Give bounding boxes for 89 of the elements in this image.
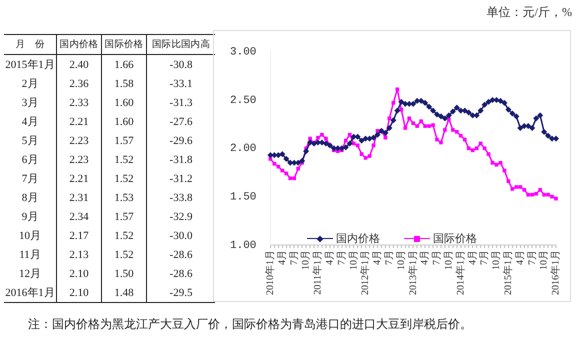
data-label: 1.60 [102, 112, 146, 131]
y-tick-label: 5月 [20, 134, 40, 149]
x-tick-label: 10月 [538, 250, 550, 270]
x-tick-label: 7月 [526, 250, 538, 265]
x-tick-label: 10月 [396, 250, 407, 270]
y-tick-label: 2.00 [230, 143, 256, 156]
data-label: 2.17 [56, 226, 102, 245]
data-label: 2.31 [56, 188, 102, 207]
data-label: 2.13 [56, 245, 102, 264]
x-tick-label: 7月 [384, 250, 396, 265]
y-tick-label: 2.50 [230, 94, 256, 107]
data-label: 1.50 [102, 264, 146, 283]
y-tick-label: 7月 [20, 172, 40, 187]
data-label: 1.60 [102, 93, 146, 112]
data-label: -30.8 [146, 54, 215, 74]
data-label: -32.9 [146, 207, 215, 226]
x-tick-label: 4月 [420, 250, 431, 265]
y-tick-label: 2月 [20, 77, 40, 92]
x-tick-label: 2015年1月 [502, 250, 514, 295]
legend-label: 国际价格 [433, 232, 477, 246]
data-label: 2.23 [56, 150, 102, 169]
data-label: -29.5 [146, 283, 215, 302]
x-tick-label: 2010年1月 [264, 250, 276, 295]
y-tick-label: 3.00 [230, 46, 256, 59]
x-tick-label: 10月 [491, 250, 502, 270]
data-label: 1.66 [102, 54, 146, 74]
data-label: 2.10 [56, 264, 102, 283]
x-tick-label: 4月 [514, 250, 526, 265]
y-tick-label: 12月 [18, 267, 42, 282]
x-tick-label: 2016年1月 [550, 250, 562, 295]
y-axis-title: 月 份 [4, 34, 56, 54]
x-tick-label: 10月 [348, 250, 360, 270]
data-label: 1.53 [102, 188, 146, 207]
x-tick-label: 7月 [288, 250, 300, 265]
x-tick-label: 7月 [432, 250, 443, 265]
data-label: -31.2 [146, 169, 215, 188]
y-tick-label: 3月 [20, 96, 40, 111]
x-tick-label: 10月 [444, 250, 455, 270]
data-label: 1.52 [102, 150, 146, 169]
x-tick-label: 国际比国内高 [146, 34, 215, 54]
data-label: -33.1 [146, 74, 215, 93]
legend-label: 国内价格 [336, 232, 380, 246]
y-tick-label: 6月 [20, 153, 40, 168]
data-label: -33.8 [146, 188, 215, 207]
x-tick-label: 4月 [324, 250, 336, 265]
data-label: 1.57 [102, 207, 146, 226]
x-tick-label: 7月 [479, 250, 490, 265]
data-label: -31.8 [146, 150, 215, 169]
y-tick-label: 4月 [20, 115, 40, 130]
x-tick-label: 2012年1月 [359, 250, 372, 295]
data-label: 2.36 [56, 74, 102, 93]
data-label: 2.40 [56, 54, 102, 74]
data-label: 1.52 [102, 245, 146, 264]
data-label: 2.21 [56, 112, 102, 131]
x-tick-label: 7月 [336, 250, 348, 265]
data-label: 1.57 [102, 131, 146, 150]
x-tick-label: 4月 [467, 250, 478, 265]
text: 注：国内价格为黑龙江产大豆入厂价，国际价格为青岛港口的进口大豆到岸税后价。 [28, 316, 472, 333]
x-tick-label: 2011年1月 [312, 250, 324, 295]
data-label: 2.10 [56, 283, 102, 302]
x-tick-label: 国际价格 [102, 34, 146, 54]
x-tick-label: 4月 [372, 250, 384, 265]
text: 单位：元/斤，% [486, 4, 572, 21]
x-tick-label: 2014年1月 [454, 250, 466, 295]
data-label: 1.52 [102, 226, 146, 245]
y-tick-label: 9月 [20, 210, 40, 225]
data-label: -28.6 [146, 264, 215, 283]
data-label: -30.0 [146, 226, 215, 245]
data-label: -28.6 [146, 245, 215, 264]
data-label: 2.23 [56, 131, 102, 150]
y-tick-label: 1.00 [230, 240, 256, 252]
data-label: 1.52 [102, 169, 146, 188]
x-tick-label: 10月 [300, 250, 312, 270]
data-label: 2.21 [56, 169, 102, 188]
data-label: 1.48 [102, 283, 146, 302]
data-label: 2.34 [56, 207, 102, 226]
x-tick-label: 国内价格 [56, 34, 102, 54]
y-tick-label: 10月 [18, 229, 42, 244]
x-tick-label: 2013年1月 [406, 250, 419, 295]
data-label: 2.33 [56, 93, 102, 112]
y-tick-label: 1.50 [230, 192, 256, 204]
data-label: -31.3 [146, 93, 215, 112]
y-tick-label: 8月 [20, 191, 40, 206]
x-tick-label: 4月 [276, 250, 288, 265]
data-label: 1.58 [102, 74, 146, 93]
y-tick-label: 2015年1月 [4, 58, 56, 73]
data-label: -29.6 [146, 131, 215, 150]
data-label: -27.6 [146, 112, 215, 131]
y-tick-label: 11月 [18, 248, 42, 263]
